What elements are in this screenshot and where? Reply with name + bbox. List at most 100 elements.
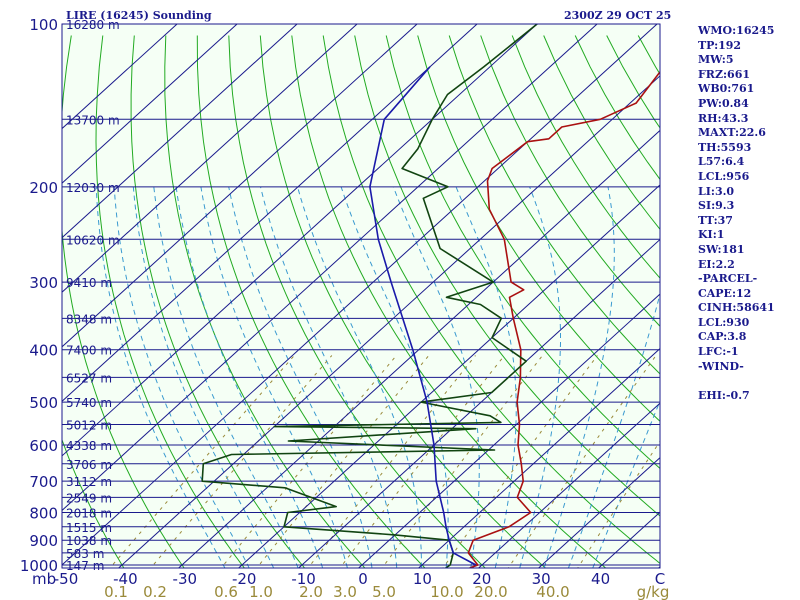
pressure-tick-label: 800	[29, 505, 58, 523]
moist-adiabat	[567, 292, 660, 568]
height-label: 9410 m	[66, 276, 112, 290]
height-label: 10620 m	[66, 233, 120, 247]
temperature-tick-label: -30	[173, 570, 198, 588]
isotherm	[538, 457, 660, 568]
stat-line: CINH:58641	[698, 301, 775, 315]
pressure-tick-label: 400	[29, 342, 58, 360]
temperature-tick-label: -10	[291, 570, 316, 588]
mixing-ratio-line	[442, 355, 598, 568]
pressure-tick-label: 200	[29, 179, 58, 197]
height-label: 7400 m	[66, 344, 112, 358]
pressure-tick-label: 300	[29, 274, 58, 292]
moist-adiabat	[592, 399, 660, 568]
temperature-tick-label: -50	[54, 570, 79, 588]
height-label: 6527 m	[66, 371, 112, 385]
stat-line: L57:6.4	[698, 155, 745, 169]
stat-line: LCL:930	[698, 315, 750, 329]
isotherm	[62, 24, 418, 348]
mixing-ratio-label: 40.0	[536, 583, 569, 600]
height-label: 1515 m	[66, 521, 112, 535]
stat-line: LCL:956	[698, 169, 750, 183]
stat-line: RH:43.3	[698, 111, 749, 125]
stat-line: SW:181	[698, 242, 745, 256]
dry-adiabat	[95, 35, 245, 568]
temperature-tick-label: 40	[591, 570, 610, 588]
moist-adiabat	[132, 186, 275, 568]
stat-line: LI:3.0	[698, 184, 735, 198]
chart-title: LIRE (16245) Sounding	[66, 9, 212, 22]
isotherm	[118, 75, 660, 568]
dry-adiabat	[259, 35, 547, 568]
mixing-ratio-line	[220, 355, 397, 568]
stat-line: CAP:3.8	[698, 330, 747, 344]
pressure-tick-label: 100	[29, 16, 58, 34]
stat-line: TP:192	[698, 38, 742, 52]
isotherm	[62, 24, 538, 457]
pressure-tick-label: 600	[29, 437, 58, 455]
stat-line: WB0:761	[698, 82, 755, 96]
temperature-line	[467, 70, 660, 568]
mixing-ratio-label: 2.0	[299, 583, 323, 600]
height-label: 583 m	[66, 547, 104, 561]
height-label: 2018 m	[66, 507, 112, 521]
mixing-ratio-label: 5.0	[372, 583, 396, 600]
moist-adiabat	[113, 186, 250, 568]
parcel-line	[369, 66, 477, 566]
moist-adiabat	[200, 186, 348, 568]
stat-line: CAPE:12	[698, 286, 752, 300]
isotherm	[178, 129, 660, 568]
temperature-tick-label: 0	[358, 570, 368, 588]
moist-adiabat	[340, 186, 449, 568]
stat-line: MAXT:22.6	[698, 126, 766, 140]
moist-adiabat	[260, 186, 398, 568]
mixing-ratio-line	[507, 355, 657, 568]
isotherm	[358, 293, 660, 568]
stat-line: WMO:16245	[698, 24, 775, 37]
height-label: 8348 m	[66, 312, 112, 326]
stat-line: FRZ:661	[698, 67, 751, 81]
dewpoint-line	[201, 24, 538, 568]
stat-line: PW:0.84	[698, 96, 749, 110]
isotherm	[478, 402, 660, 568]
isotherm	[418, 347, 660, 568]
height-label: 16280 m	[66, 18, 120, 32]
pressure-tick-label: 1000	[20, 557, 58, 575]
dry-adiabat	[448, 35, 660, 375]
mixing-ratio-label: 0.1	[104, 583, 128, 600]
stat-line: TT:37	[698, 213, 733, 227]
pressure-tick-label: 700	[29, 473, 58, 491]
dry-adiabat	[62, 438, 125, 568]
dry-adiabat	[62, 35, 185, 568]
stat-line: SI:9.3	[698, 199, 735, 213]
height-label: 1038 m	[66, 534, 112, 548]
pressure-tick-label: 900	[29, 532, 58, 550]
isotherm	[62, 24, 478, 403]
stat-line: KI:1	[698, 228, 725, 242]
pressure-unit-label: mb	[32, 570, 56, 588]
isotherm	[62, 24, 658, 566]
mixing-ratio-label: 10.0	[430, 583, 463, 600]
moist-adiabat	[175, 186, 324, 568]
height-label: 13700 m	[66, 113, 120, 127]
isotherm	[62, 24, 358, 293]
mixing-ratio-line	[150, 355, 333, 568]
dry-adiabat	[417, 35, 660, 422]
height-label: 3706 m	[66, 458, 112, 472]
height-label: 5740 m	[66, 396, 112, 410]
stat-line: LFC:-1	[698, 345, 739, 359]
height-label: 147 m	[66, 559, 104, 573]
mixing-ratio-line	[256, 355, 430, 568]
isotherm	[62, 24, 298, 239]
isotherm	[62, 24, 598, 512]
stat-line	[698, 374, 798, 389]
height-label: 4338 m	[66, 439, 112, 453]
plot-frame	[61, 23, 661, 569]
moist-adiabat	[228, 186, 373, 568]
isotherm	[62, 24, 178, 130]
stat-line: MW:5	[698, 53, 734, 67]
height-label: 12030 m	[66, 181, 120, 195]
stats-panel: WMO:16245 TP:192 MW:5 FRZ:661 WB0:761 PW:0.84…	[698, 24, 798, 403]
height-label: 5012 m	[66, 419, 112, 433]
temperature-tick-label: C	[655, 570, 665, 588]
